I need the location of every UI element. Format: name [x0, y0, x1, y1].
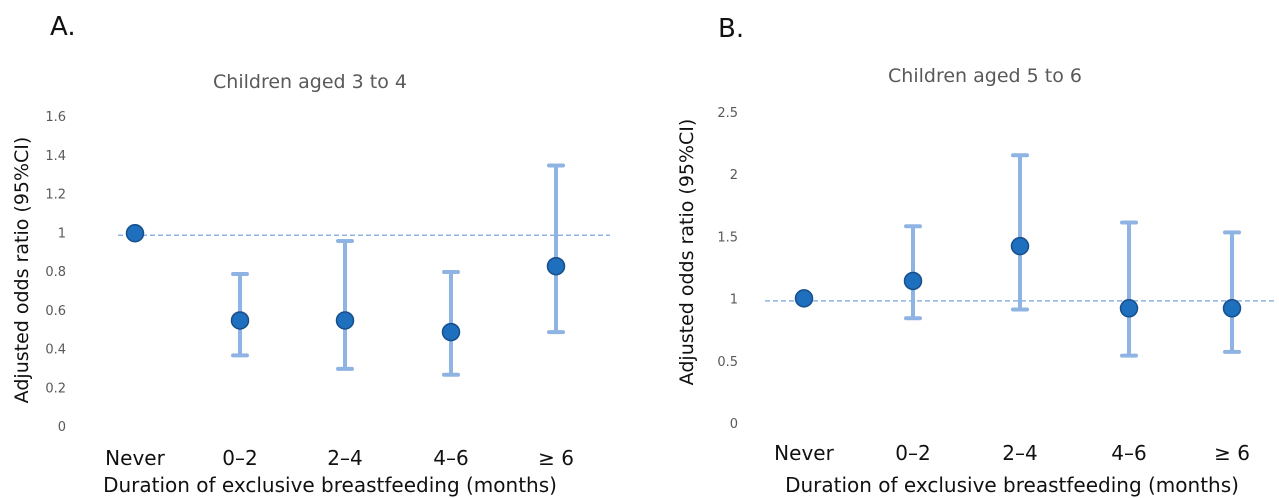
chart-a-ytick-label: 1.2	[45, 188, 66, 203]
chart-b-ytick-label: 1	[730, 293, 738, 308]
chart-a-ytick-label: 0.4	[45, 343, 66, 358]
chart-b-category-label: Never	[774, 441, 834, 465]
chart-b: Children aged 5 to 6 Adjusted odds ratio…	[676, 65, 1275, 497]
chart-a-ytick-label: 0.8	[45, 265, 66, 280]
chart-a-category-label: Never	[105, 446, 165, 470]
chart-a-error-bar	[547, 163, 565, 335]
chart-a-category-label: 4–6	[433, 446, 468, 470]
chart-a-ytick-label: 1	[58, 226, 66, 241]
chart-a-ytick-label: 1.4	[45, 149, 66, 164]
chart-a-error-bar	[336, 239, 354, 371]
chart-a-category-label: ≥ 6	[538, 446, 574, 470]
chart-b-category-label: 0–2	[895, 441, 930, 465]
chart-b-category-label: 2–4	[1002, 441, 1037, 465]
chart-b-data-point	[1010, 236, 1030, 256]
chart-a-ytick-label: 0.2	[45, 381, 66, 396]
chart-a-ytick-label: 1.6	[45, 110, 66, 125]
panel-a-letter: A.	[50, 12, 76, 42]
chart-b-ytick-label: 0	[730, 417, 738, 432]
chart-b-ytick-label: 0.5	[717, 355, 738, 370]
chart-a-data-point	[546, 256, 566, 276]
chart-b-xlabel: Duration of exclusive breastfeeding (mon…	[785, 473, 1239, 497]
chart-b-category-label: 4–6	[1111, 441, 1146, 465]
chart-a-ytick-label: 0	[58, 420, 66, 435]
chart-a-xlabel: Duration of exclusive breastfeeding (mon…	[103, 473, 557, 497]
chart-a-category-label: 0–2	[222, 446, 257, 470]
chart-a-title: Children aged 3 to 4	[213, 71, 407, 93]
chart-a-data-point	[230, 311, 250, 330]
chart-b-error-bar	[1120, 220, 1138, 358]
chart-a-data-point	[441, 322, 461, 342]
chart-b-title: Children aged 5 to 6	[888, 65, 1082, 87]
chart-b-data-point	[1119, 299, 1139, 318]
chart-a-category-label: 2–4	[327, 446, 362, 470]
chart-b-category-label: ≥ 6	[1214, 441, 1250, 465]
chart-a-data-point	[125, 224, 145, 243]
chart-b-error-bar	[1011, 153, 1029, 312]
chart-b-data-point	[1222, 299, 1242, 318]
chart-a-data-point	[335, 311, 355, 330]
panel-b-letter: B.	[718, 14, 745, 44]
chart-a-ylabel: Adjusted odds ratio (95%CI)	[11, 137, 33, 404]
chart-b-ytick-label: 2	[730, 168, 738, 183]
chart-b-data-point	[794, 289, 814, 308]
chart-b-ylabel: Adjusted odds ratio (95%CI)	[676, 119, 698, 386]
chart-a: Children aged 3 to 4 Adjusted odds ratio…	[11, 71, 610, 497]
chart-b-ytick-label: 2.5	[717, 106, 738, 121]
chart-b-error-bar	[1223, 230, 1241, 354]
chart-b-data-point	[903, 271, 923, 291]
chart-b-ytick-label: 1.5	[717, 230, 738, 245]
chart-a-ytick-label: 0.6	[45, 304, 66, 319]
